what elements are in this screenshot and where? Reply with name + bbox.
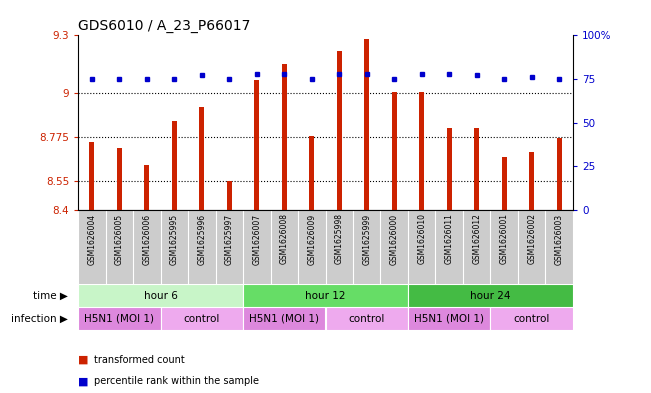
Text: GSM1626010: GSM1626010 [417,213,426,264]
Text: H5N1 (MOI 1): H5N1 (MOI 1) [249,314,319,324]
Bar [227,181,232,210]
Bar [309,136,314,210]
Text: GSM1625996: GSM1625996 [197,213,206,264]
Bar [474,129,479,210]
Bar [161,307,243,330]
Bar [557,138,562,210]
Text: percentile rank within the sample: percentile rank within the sample [94,376,259,386]
Text: GSM1625995: GSM1625995 [170,213,179,264]
Text: hour 6: hour 6 [144,291,178,301]
Text: control: control [514,314,550,324]
Text: control: control [348,314,385,324]
Text: H5N1 (MOI 1): H5N1 (MOI 1) [85,314,154,324]
Bar [326,307,408,330]
Text: GSM1626005: GSM1626005 [115,213,124,264]
Text: GSM1626006: GSM1626006 [143,213,151,264]
Bar [408,285,573,307]
Bar [78,307,161,330]
Text: GSM1625998: GSM1625998 [335,213,344,264]
Bar [392,92,396,210]
Text: H5N1 (MOI 1): H5N1 (MOI 1) [414,314,484,324]
Bar [89,142,94,210]
Text: GSM1626003: GSM1626003 [555,213,564,264]
Text: time ▶: time ▶ [33,291,68,301]
Bar [502,158,506,210]
Bar [255,80,259,210]
Bar [117,148,122,210]
Bar [78,285,243,307]
Bar [419,92,424,210]
Text: GSM1626011: GSM1626011 [445,213,454,264]
Text: GSM1626009: GSM1626009 [307,213,316,264]
Bar [199,107,204,210]
Text: GSM1625999: GSM1625999 [362,213,371,264]
Text: GSM1625997: GSM1625997 [225,213,234,264]
Text: ■: ■ [78,354,89,365]
Text: GSM1626004: GSM1626004 [87,213,96,264]
Text: control: control [184,314,220,324]
Text: GSM1626002: GSM1626002 [527,213,536,264]
Bar [365,39,369,210]
Text: GDS6010 / A_23_P66017: GDS6010 / A_23_P66017 [78,19,251,33]
Bar [243,307,326,330]
Bar [408,307,490,330]
Bar [145,165,149,210]
Text: GSM1626001: GSM1626001 [500,213,508,264]
Text: transformed count: transformed count [94,354,185,365]
Text: hour 12: hour 12 [305,291,346,301]
Bar [172,121,177,210]
Text: GSM1626008: GSM1626008 [280,213,289,264]
Bar [243,285,408,307]
Text: infection ▶: infection ▶ [11,314,68,324]
Bar [447,129,452,210]
Bar [337,51,342,210]
Text: GSM1626012: GSM1626012 [472,213,481,264]
Text: ■: ■ [78,376,89,386]
Text: hour 24: hour 24 [470,291,510,301]
Text: GSM1626007: GSM1626007 [253,213,261,264]
Bar [529,152,534,210]
Bar [490,307,573,330]
Text: GSM1626000: GSM1626000 [390,213,398,264]
Bar [282,64,286,210]
